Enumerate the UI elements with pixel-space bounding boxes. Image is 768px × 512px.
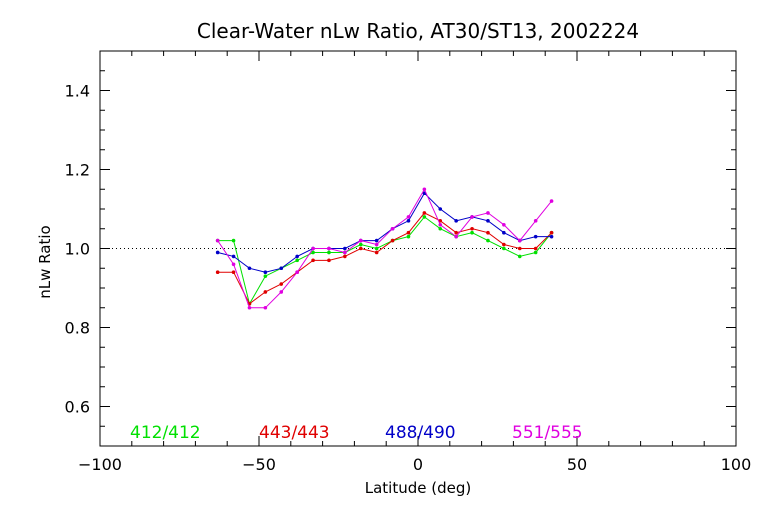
- data-point: [470, 215, 474, 219]
- legend: 412/412 443/443 488/490 551/555: [130, 423, 583, 443]
- x-tick-label: 50: [567, 455, 587, 474]
- data-point: [358, 242, 363, 247]
- x-tick-label: 0: [413, 455, 423, 474]
- data-point: [422, 211, 427, 215]
- legend-item-4: 551/555: [512, 423, 583, 443]
- data-point: [438, 207, 443, 211]
- y-tick-label: 1.2: [65, 161, 90, 180]
- data-point: [327, 250, 331, 255]
- series-line-3: [217, 192, 552, 273]
- data-point: [311, 250, 315, 255]
- data-point: [311, 258, 315, 263]
- data-point: [406, 230, 411, 235]
- data-point: [486, 230, 490, 235]
- x-tick-label: −100: [78, 455, 122, 474]
- data-point: [263, 274, 268, 278]
- data-point: [454, 219, 458, 223]
- series-line-4: [217, 188, 552, 309]
- data-point: [231, 238, 236, 243]
- data-point: [374, 246, 379, 251]
- data-point: [263, 305, 268, 310]
- data-point: [247, 305, 252, 310]
- data-point: [327, 258, 331, 263]
- data-point: [263, 270, 268, 275]
- data-point: [343, 246, 347, 251]
- data-point: [517, 238, 522, 243]
- data-point: [358, 246, 363, 251]
- data-point: [279, 266, 284, 271]
- data-point: [470, 226, 474, 231]
- legend-item-1: 412/412: [130, 423, 201, 443]
- y-tick-label: 0.8: [65, 319, 90, 338]
- series-group: [215, 187, 554, 310]
- series-line-2: [217, 212, 552, 305]
- data-point: [295, 270, 299, 275]
- data-point: [486, 219, 490, 223]
- data-point: [533, 246, 538, 251]
- data-point: [454, 234, 458, 239]
- data-point: [374, 242, 379, 247]
- data-point: [215, 270, 220, 275]
- data-point: [533, 234, 538, 239]
- x-axis-ticks: −100 −50 0 50 100: [78, 51, 751, 474]
- x-tick-label: −50: [242, 455, 276, 474]
- data-point: [406, 234, 411, 239]
- y-axis-ticks: 0.6 0.8 1.0 1.2 1.4: [65, 50, 736, 447]
- data-point: [422, 215, 427, 219]
- data-point: [358, 238, 363, 243]
- legend-item-2: 443/443: [259, 423, 330, 443]
- data-point: [279, 290, 284, 294]
- y-tick-label: 0.6: [65, 398, 90, 417]
- data-point: [231, 254, 236, 259]
- series-line-1: [217, 216, 552, 306]
- data-point: [390, 226, 395, 231]
- data-point: [486, 211, 490, 215]
- data-point: [231, 270, 236, 275]
- data-point: [343, 250, 347, 255]
- data-point: [454, 230, 458, 235]
- data-point: [311, 246, 315, 251]
- data-point: [406, 215, 411, 219]
- data-point: [215, 250, 220, 255]
- data-point: [390, 238, 395, 243]
- data-point: [470, 230, 474, 235]
- data-point: [422, 187, 427, 192]
- y-axis-label: nLw Ratio: [36, 225, 54, 298]
- data-point: [374, 250, 379, 255]
- data-point: [517, 254, 522, 259]
- data-point: [295, 254, 299, 259]
- chart-title: Clear-Water nLw Ratio, AT30/ST13, 200222…: [197, 19, 639, 43]
- y-tick-label: 1.4: [65, 82, 90, 101]
- data-point: [231, 262, 236, 267]
- data-point: [263, 290, 268, 294]
- legend-item-3: 488/490: [385, 423, 456, 443]
- data-point: [279, 282, 284, 286]
- data-point: [549, 199, 554, 203]
- data-point: [215, 238, 220, 243]
- data-point: [533, 250, 538, 255]
- x-axis-label: Latitude (deg): [365, 479, 471, 497]
- data-point: [502, 242, 506, 247]
- data-point: [438, 223, 443, 227]
- y-tick-label: 1.0: [65, 240, 90, 259]
- data-point: [343, 254, 347, 259]
- data-point: [374, 238, 379, 243]
- data-point: [486, 238, 490, 243]
- data-point: [517, 246, 522, 251]
- data-point: [406, 219, 411, 223]
- data-point: [549, 230, 554, 235]
- data-point: [502, 230, 506, 235]
- data-point: [533, 219, 538, 223]
- data-point: [502, 223, 506, 227]
- data-point: [502, 246, 506, 251]
- data-point: [438, 226, 443, 231]
- data-point: [327, 246, 331, 251]
- x-tick-label: 100: [721, 455, 752, 474]
- data-point: [549, 234, 554, 239]
- data-point: [247, 266, 252, 271]
- data-point: [295, 258, 299, 263]
